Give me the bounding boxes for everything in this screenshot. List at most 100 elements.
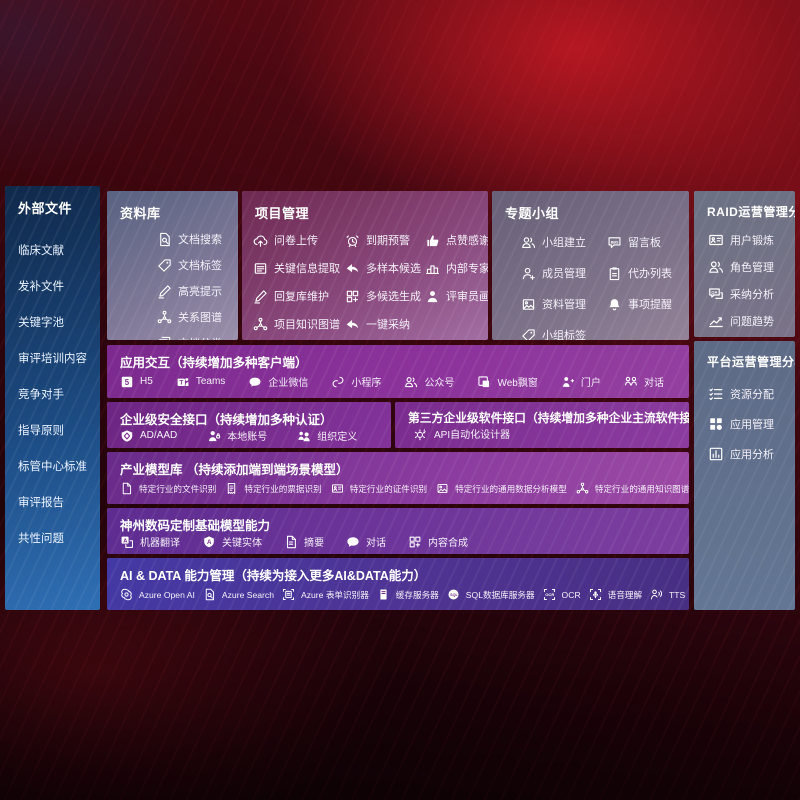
feature-item[interactable]: 角色管理 xyxy=(708,259,795,275)
feature-item[interactable]: Azure Search xyxy=(203,588,274,601)
svg-text:SQL: SQL xyxy=(450,593,458,597)
feature-item[interactable]: 公众号 xyxy=(404,374,454,389)
feature-item[interactable]: 点赞感谢 xyxy=(425,232,488,248)
feature-item[interactable]: 对话 xyxy=(346,534,386,549)
feature-item[interactable]: 对话 xyxy=(624,374,664,389)
feature-item[interactable]: 摘要 xyxy=(284,534,324,549)
feature-item[interactable]: SQL SQL数据库服务器 xyxy=(447,588,535,601)
external-files-title: 外部文件 xyxy=(18,201,73,216)
feature-item[interactable]: 特定行业的票据识别 xyxy=(225,482,322,495)
feature-item[interactable]: T Teams xyxy=(176,375,225,389)
thirdparty-title: 第三方企业级软件接口（持续增加多种企业主流软件接口） xyxy=(408,411,689,425)
sidebar-item[interactable]: 临床文献 xyxy=(18,245,64,257)
sidebar-item[interactable]: 审评报告 xyxy=(18,497,64,509)
feature-item[interactable]: Azure Open AI xyxy=(120,588,195,601)
feature-item[interactable]: 特定行业的证件识别 xyxy=(331,482,427,495)
feature-item[interactable]: 代办列表 xyxy=(607,265,685,281)
feature-item[interactable]: 5 H5 xyxy=(120,375,153,389)
feature-item[interactable]: QA 采纳分析 xyxy=(708,286,795,302)
sidebar-item[interactable]: 发补文件 xyxy=(18,281,64,293)
chat-qa-icon: QA xyxy=(708,286,724,302)
feature-item-label: 小程序 xyxy=(351,378,382,389)
feature-item[interactable]: 文档标签 xyxy=(157,257,238,273)
feature-item[interactable]: 高亮提示 xyxy=(157,283,238,299)
sidebar-item[interactable]: 关键字池 xyxy=(18,317,64,329)
feature-item[interactable]: Web飘窗 xyxy=(477,374,538,389)
feature-item[interactable]: 文档分类 xyxy=(157,335,238,340)
feature-item[interactable]: 本地账号 xyxy=(207,428,267,443)
feature-item-label: Azure 表单识别器 xyxy=(300,589,369,600)
feature-item-label: 内部专家排名 xyxy=(446,263,488,275)
feature-item[interactable]: 文档搜索 xyxy=(157,231,238,247)
person-local-icon xyxy=(207,429,221,443)
svg-text:A: A xyxy=(207,539,212,546)
sidebar-item[interactable]: 竞争对手 xyxy=(18,389,64,401)
receipt-icon xyxy=(225,482,238,495)
topic-groups-items: 小组建立 BBS 留言板 成员管理 代办列表资料管理 事项提醒小组标签 xyxy=(492,222,689,340)
feature-item[interactable]: AD/AAD xyxy=(120,429,177,443)
feature-item[interactable]: 小组建立 xyxy=(521,234,607,250)
feature-item[interactable]: 资源分配 xyxy=(708,386,795,402)
app-interaction-row: 应用交互（持续增加多种客户端） 5 H5 T Teams 企业微信 小程序 公众号 Web飘窗… xyxy=(107,345,689,398)
feature-item-label: 组织定义 xyxy=(317,432,358,443)
feature-item-label: 小组建立 xyxy=(542,237,586,249)
feature-item[interactable]: 问卷上传 xyxy=(253,232,345,248)
feature-item[interactable]: 事项提醒 xyxy=(607,296,685,312)
feature-item[interactable]: 企业微信 xyxy=(248,374,308,389)
feature-item[interactable]: 成员管理 xyxy=(521,265,607,281)
feature-item[interactable]: BBS 留言板 xyxy=(607,234,685,250)
feature-item[interactable]: TTS xyxy=(650,588,685,601)
doc-copy-icon xyxy=(157,336,172,340)
feature-item[interactable]: 到期预警 xyxy=(345,232,425,248)
feature-item[interactable]: A 机器翻译 xyxy=(120,534,180,549)
feature-item[interactable]: 关键信息提取 xyxy=(253,260,345,276)
h5-icon: 5 xyxy=(120,375,134,389)
thirdparty-items: API自动化设计器 xyxy=(408,426,676,441)
sidebar-item[interactable]: 标管中心标准 xyxy=(18,461,87,473)
bell-icon xyxy=(607,297,622,312)
feature-item[interactable]: 用户锻炼 xyxy=(708,232,795,248)
feature-item[interactable]: 特定行业的通用数据分析模型 xyxy=(436,482,567,495)
feature-item[interactable]: 小组标签 xyxy=(521,327,607,340)
portal-icon xyxy=(561,375,575,389)
sidebar-item[interactable]: 指导原则 xyxy=(18,425,64,437)
feature-item-label: 特定行业的票据识别 xyxy=(244,483,322,494)
feature-item[interactable]: 多候选生成 xyxy=(345,288,425,304)
feature-item[interactable]: 一键采纳 xyxy=(345,316,425,332)
sidebar-item[interactable]: 审评培训内容 xyxy=(18,353,87,365)
feature-item[interactable]: 内部专家排名 xyxy=(425,260,488,276)
feature-item[interactable]: A 关键实体 xyxy=(202,534,262,549)
library-panel: 资料库 文档搜索文档标签高亮提示关系图谱文档分类 xyxy=(107,191,238,340)
feature-item[interactable]: 应用分析 xyxy=(708,446,795,462)
feature-item[interactable]: API自动化设计器 xyxy=(414,426,510,441)
feature-item[interactable]: 多样本候选 xyxy=(345,260,425,276)
feature-item[interactable]: 特定行业的文件识别 xyxy=(120,482,216,495)
people-icon xyxy=(708,259,724,275)
feature-item[interactable]: 特定行业的通用知识图谱模型 xyxy=(576,482,689,495)
feature-item[interactable]: 小程序 xyxy=(331,374,381,389)
feature-item[interactable]: 问题趋势 xyxy=(708,313,795,329)
feature-item[interactable]: 应用管理 xyxy=(708,416,795,432)
feature-item[interactable]: Azure 表单识别器 xyxy=(282,588,369,601)
feature-item[interactable]: OCR OCR xyxy=(543,588,581,601)
feature-item-label: 缓存服务器 xyxy=(395,589,439,600)
feature-item-label: 资料管理 xyxy=(542,299,586,311)
feature-item-label: 特定行业的证件识别 xyxy=(349,483,428,494)
feature-item-label: API自动化设计器 xyxy=(434,430,511,441)
feature-item[interactable]: 资料管理 xyxy=(521,296,607,312)
feature-item[interactable]: 项目知识图谱 xyxy=(253,316,345,332)
feature-item[interactable]: 缓存服务器 xyxy=(377,588,439,601)
feature-item[interactable]: 组织定义 xyxy=(297,428,357,443)
sidebar-item[interactable]: 共性问题 xyxy=(18,533,64,545)
feature-item-label: 用户锻炼 xyxy=(730,235,774,247)
feature-item[interactable]: 内容合成 xyxy=(408,534,468,549)
feature-item-label: 应用分析 xyxy=(730,449,774,461)
cloud-upload-icon xyxy=(253,233,268,248)
feature-item[interactable]: 门户 xyxy=(561,374,601,389)
feature-item[interactable]: 评审员画像 xyxy=(425,288,488,304)
wechat-icon xyxy=(248,375,262,389)
feature-item[interactable]: 回复库维护 xyxy=(253,288,345,304)
feature-item[interactable]: 关系图谱 xyxy=(157,309,238,325)
feature-item[interactable]: 语音理解 xyxy=(589,588,642,601)
ranking-icon xyxy=(425,261,440,276)
